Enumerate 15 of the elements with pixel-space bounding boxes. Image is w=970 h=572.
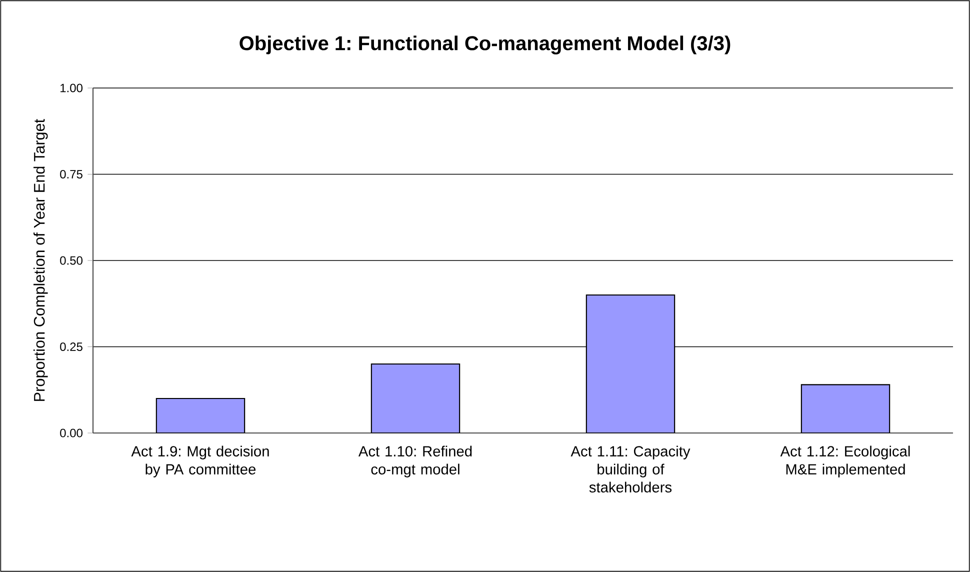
y-axis-title: Proportion Completion of Year End Target <box>33 119 48 401</box>
y-tick-label: 0.25 <box>60 342 82 352</box>
x-tick-label: Act 1.10: Refined co-mgt model <box>358 446 472 478</box>
bar <box>800 384 890 433</box>
bar <box>586 294 676 433</box>
y-tick-label: 0.00 <box>60 428 82 438</box>
x-tick-label: Act 1.11: Capacity building of stakeholders <box>570 446 690 492</box>
x-tick-label: Act 1.9: Mgt decision by PA committee <box>131 446 269 478</box>
y-tick-label: 0.50 <box>60 256 82 265</box>
y-tick-label: 1.00 <box>60 84 82 92</box>
bar <box>156 398 246 433</box>
x-tick-label: Act 1.12: Ecological M&E implemented <box>780 446 910 478</box>
bar <box>370 363 460 433</box>
chart-title: Objective 1: Functional Co-management Model (3/3) <box>240 36 730 54</box>
y-tick-label: 0.75 <box>60 170 82 179</box>
